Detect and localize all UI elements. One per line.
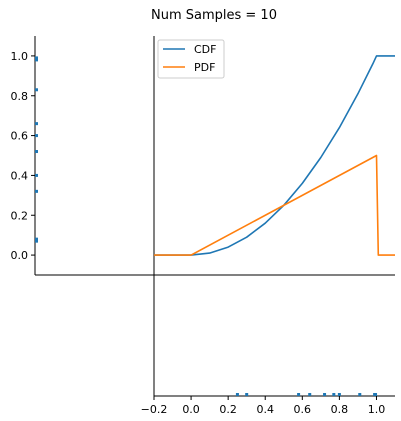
y-sample-mark	[35, 58, 38, 62]
main-series-group	[154, 55, 395, 256]
x-tick-label: 0.6	[294, 403, 312, 416]
x-tick-label: 0.2	[219, 403, 237, 416]
x-tick-label: 1.0	[368, 403, 386, 416]
y-tick-label: 0.0	[11, 249, 29, 262]
y-sample-mark	[35, 173, 38, 177]
series-line-cdf	[154, 55, 395, 256]
y-sample-mark	[35, 134, 38, 138]
y-sample-mark	[35, 56, 38, 60]
x-sample-mark	[308, 393, 312, 396]
y-tick-label: 0.2	[11, 209, 29, 222]
y-marginal-axes: 0.0 0.2 0.4 0.6 0.8 1.0	[11, 36, 38, 275]
y-sample-mark	[35, 189, 38, 193]
series-line-pdf	[154, 154, 395, 256]
y-sample-mark	[35, 237, 38, 241]
chart-title: Num Samples = 10	[151, 8, 277, 23]
x-sample-mark	[245, 393, 249, 396]
x-sample-mark	[337, 393, 341, 396]
x-sample-mark	[374, 393, 378, 396]
x-tick-group: −0.2 0.0 0.2 0.4 0.6 0.8 1.0	[141, 396, 386, 416]
x-sample-group	[235, 393, 378, 396]
y-sample-mark	[35, 88, 38, 92]
x-sample-mark	[332, 393, 336, 396]
x-sample-mark	[297, 393, 301, 396]
y-tick-label: 0.4	[11, 169, 29, 182]
main-axes	[35, 36, 395, 276]
y-sample-mark	[35, 239, 38, 243]
x-tick-label: 0.8	[331, 403, 349, 416]
y-sample-mark	[35, 150, 38, 154]
x-sample-mark	[235, 393, 239, 396]
legend: CDF PDF	[157, 39, 225, 79]
x-sample-mark	[358, 393, 362, 396]
y-tick-label: 0.8	[11, 90, 29, 103]
legend-label-pdf: PDF	[194, 61, 215, 74]
x-tick-label: 0.4	[256, 403, 274, 416]
legend-label-cdf: CDF	[194, 43, 216, 56]
x-sample-mark	[323, 393, 327, 396]
y-sample-group	[35, 56, 38, 243]
x-tick-label: 0.0	[182, 403, 200, 416]
y-tick-group: 0.0 0.2 0.4 0.6 0.8 1.0	[11, 50, 35, 262]
y-sample-mark	[35, 122, 38, 126]
x-tick-label: −0.2	[141, 403, 168, 416]
y-tick-label: 1.0	[11, 50, 29, 63]
x-marginal-axes: −0.2 0.0 0.2 0.4 0.6 0.8 1.0	[141, 275, 395, 416]
y-tick-label: 0.6	[11, 130, 29, 143]
